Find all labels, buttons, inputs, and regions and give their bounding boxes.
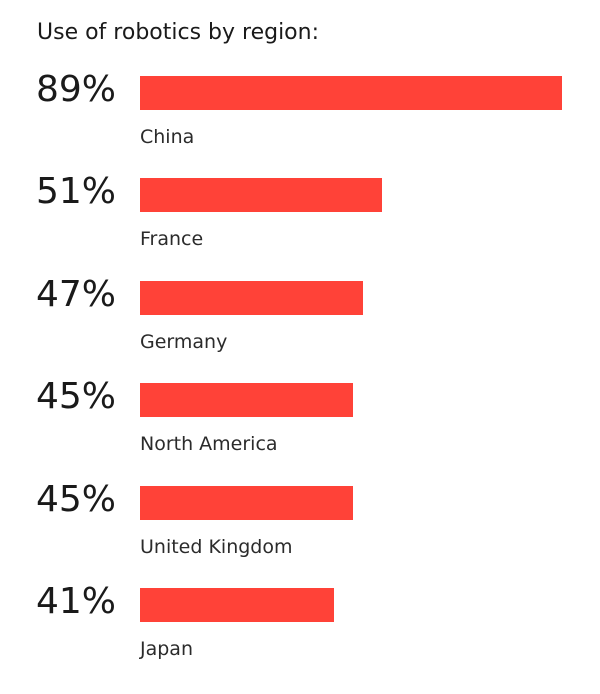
bar-row: 47% Germany <box>0 274 600 371</box>
category-label: France <box>140 228 204 251</box>
category-label: China <box>140 126 195 148</box>
bar <box>140 588 334 622</box>
bar <box>140 383 353 418</box>
bar-row: 45% North America <box>0 376 600 473</box>
bar-value-label: 45% <box>36 376 117 418</box>
bar-row: 41% Japan <box>0 581 600 678</box>
category-label: Japan <box>140 638 193 660</box>
bar-value-label: 41% <box>36 581 117 622</box>
category-label: North America <box>140 433 278 456</box>
bar-value-label: 51% <box>36 171 117 213</box>
bar-row: 45% United Kingdom <box>0 479 600 576</box>
bar <box>140 280 363 315</box>
category-label: Germany <box>140 330 228 353</box>
bar-value-label: 45% <box>36 478 117 520</box>
bar-row: 89% China <box>0 69 600 166</box>
bar <box>140 76 562 110</box>
bar <box>140 485 353 520</box>
bar-value-label: 89% <box>36 69 117 110</box>
chart-title: Use of robotics by region: <box>37 20 319 45</box>
bar-row: 51% France <box>0 171 600 268</box>
category-label: United Kingdom <box>140 535 293 558</box>
bar <box>140 178 382 213</box>
bar-value-label: 47% <box>36 273 117 315</box>
